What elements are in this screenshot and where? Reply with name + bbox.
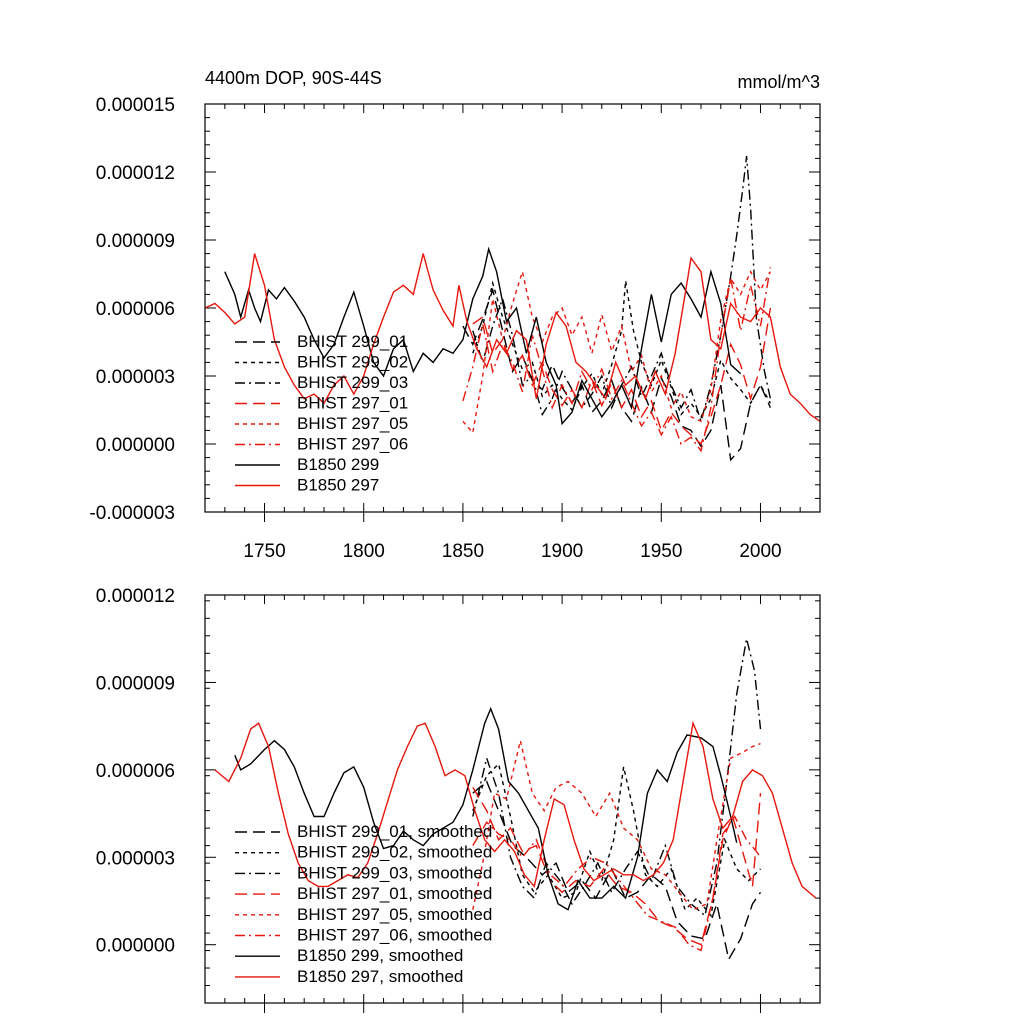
bottom-y-tick-label: 0.000003	[96, 848, 175, 869]
bottom-y-tick-label: 0.000006	[96, 761, 175, 782]
top-chart-units: mmol/m^3	[738, 72, 820, 92]
bottom-legend-label: BHIST 297_05, smoothed	[297, 905, 492, 924]
top-plot-area: 1750 1800 1850 1900 1950 2000 -0.000003 0.00000…	[89, 95, 821, 562]
bottom-series-line-3	[472, 638, 762, 917]
top-y-tick-label: 0.000009	[96, 231, 175, 252]
bottom-y-tick-label: 0.000009	[96, 673, 175, 694]
top-y-tick-label: 0.000012	[96, 163, 175, 184]
bottom-legend-label: BHIST 299_03, smoothed	[297, 863, 492, 882]
top-series-line-7	[224, 246, 742, 426]
bottom-series-line-7	[234, 706, 738, 911]
bottom-legend-label: BHIST 299_01, smoothed	[297, 822, 492, 841]
bottom-series-line-8	[214, 720, 817, 899]
top-y-tick-label: 0.000015	[96, 95, 175, 116]
top-panel: 4400m DOP, 90S-44S mmol/m^3 1750 1800 1850…	[89, 68, 821, 562]
bottom-series-line-6	[472, 815, 762, 952]
bottom-series-line-4	[472, 786, 762, 946]
bottom-legend-label: B1850 297, smoothed	[297, 967, 463, 986]
top-legend-label: BHIST 297_01	[297, 394, 408, 413]
bottom-plot-area: 0.000000 0.000003 0.000006 0.000009 0.000012…	[96, 586, 821, 1013]
top-legend-label: BHIST 299_02	[297, 353, 408, 372]
bottom-legend-label: BHIST 297_01, smoothed	[297, 884, 492, 903]
top-y-tick-label: -0.000003	[89, 503, 175, 524]
top-x-tick-label: 1850	[442, 541, 484, 562]
bottom-legend-label: BHIST 299_02, smoothed	[297, 843, 492, 862]
top-x-tick-label: 2000	[739, 541, 781, 562]
top-x-tick-label: 1950	[640, 541, 682, 562]
top-x-tick-label: 1900	[541, 541, 583, 562]
bottom-plot-frame	[204, 594, 821, 1004]
top-legend-label: BHIST 299_01	[297, 332, 408, 351]
top-legend-label: BHIST 297_05	[297, 414, 408, 433]
bottom-y-tick-label: 0.000012	[96, 586, 175, 607]
top-chart-title: 4400m DOP, 90S-44S	[205, 68, 382, 88]
bottom-y-tick-label: 0.000000	[96, 936, 175, 957]
top-y-tick-label: 0.000003	[96, 367, 175, 388]
bottom-series-line-1	[472, 780, 762, 962]
top-legend-label: BHIST 297_06	[297, 435, 408, 454]
top-series-line-8	[205, 253, 820, 422]
bottom-legend-label: BHIST 297_06, smoothed	[297, 926, 492, 945]
bottom-legend-label: B1850 299, smoothed	[297, 946, 463, 965]
top-series-line-4	[472, 307, 772, 446]
bottom-series-line-2	[472, 762, 761, 918]
top-series-line-5	[462, 268, 772, 435]
bottom-series-group	[214, 638, 817, 962]
top-series-line-2	[472, 280, 772, 419]
top-series-line-6	[462, 267, 772, 453]
top-y-tick-label: 0.000000	[96, 435, 175, 456]
top-y-tick-label: 0.000006	[96, 299, 175, 320]
top-series-group	[205, 156, 820, 462]
top-x-tick-label: 1750	[243, 541, 285, 562]
top-legend-label: B1850 297	[297, 476, 379, 495]
top-x-tick-label: 1800	[343, 541, 385, 562]
top-legend-label: B1850 299	[297, 455, 379, 474]
top-legend-label: BHIST 299_03	[297, 373, 408, 392]
bottom-panel: 0.000000 0.000003 0.000006 0.000009 0.000012…	[96, 586, 821, 1013]
top-plot-frame	[204, 103, 821, 513]
